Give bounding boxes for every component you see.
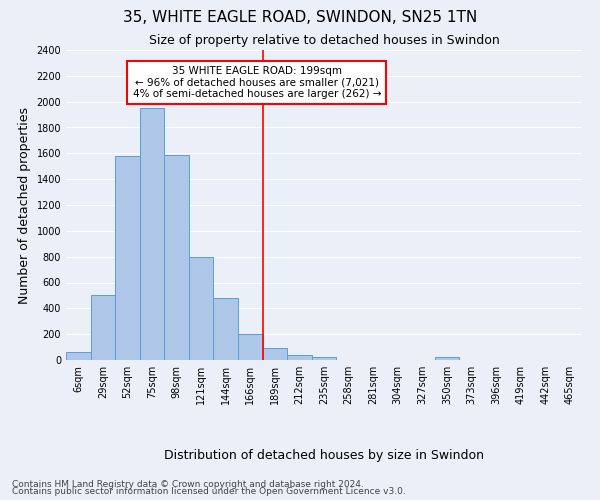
Bar — [434, 358, 459, 360]
Bar — [189, 256, 214, 360]
Text: 35 WHITE EAGLE ROAD: 199sqm
← 96% of detached houses are smaller (7,021)
4% of s: 35 WHITE EAGLE ROAD: 199sqm ← 96% of det… — [133, 66, 381, 99]
X-axis label: Distribution of detached houses by size in Swindon: Distribution of detached houses by size … — [164, 448, 484, 462]
Title: Size of property relative to detached houses in Swindon: Size of property relative to detached ho… — [149, 34, 499, 48]
Bar — [115, 156, 140, 360]
Y-axis label: Number of detached properties: Number of detached properties — [18, 106, 31, 304]
Bar — [140, 108, 164, 360]
Text: 35, WHITE EAGLE ROAD, SWINDON, SN25 1TN: 35, WHITE EAGLE ROAD, SWINDON, SN25 1TN — [123, 10, 477, 25]
Bar — [312, 357, 336, 360]
Bar — [214, 298, 238, 360]
Text: Contains HM Land Registry data © Crown copyright and database right 2024.: Contains HM Land Registry data © Crown c… — [12, 480, 364, 489]
Bar — [263, 348, 287, 360]
Text: Contains public sector information licensed under the Open Government Licence v3: Contains public sector information licen… — [12, 487, 406, 496]
Bar — [66, 352, 91, 360]
Bar — [91, 296, 115, 360]
Bar — [287, 356, 312, 360]
Bar — [164, 154, 189, 360]
Bar — [238, 334, 263, 360]
